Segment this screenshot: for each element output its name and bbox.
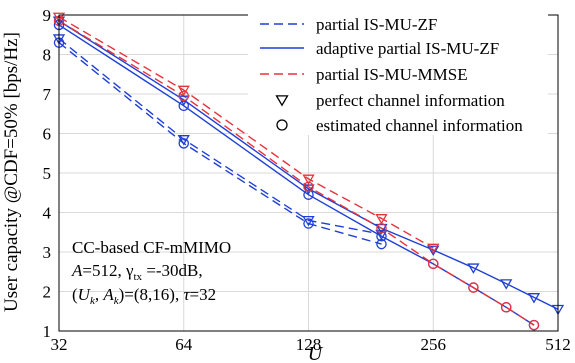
legend-circle-marker <box>276 119 288 131</box>
data-point-triangle <box>527 293 541 304</box>
x-tick-label: 512 <box>545 335 571 354</box>
legend-label: partial IS-MU-ZF <box>316 15 437 34</box>
x-tick-label: 64 <box>175 335 193 354</box>
legend-label: adaptive partial IS-MU-ZF <box>316 39 499 58</box>
data-point-triangle <box>427 245 440 257</box>
y-tick-label: 8 <box>43 46 52 65</box>
data-point-triangle <box>500 279 513 290</box>
data-point-triangle <box>302 216 315 227</box>
data-point-circle <box>178 100 189 112</box>
x-axis-label: U <box>308 343 324 363</box>
data-point-circle <box>528 319 540 331</box>
legend-label: perfect channel information <box>316 91 505 110</box>
series-line <box>58 20 535 326</box>
y-tick-label: 7 <box>43 85 52 104</box>
data-point-triangle <box>427 243 440 255</box>
annotation-line-3: (Uk, Ak)=(8,16), τ=32 <box>72 285 216 307</box>
legend-label: estimated channel information <box>316 116 523 135</box>
y-tick-label: 5 <box>43 164 52 183</box>
legend-label: partial IS-MU-MMSE <box>316 65 468 84</box>
legend: partial IS-MU-ZF adaptive partial IS-MU-Z… <box>248 4 548 135</box>
y-tick-label: 2 <box>43 283 52 302</box>
y-tick-label: 4 <box>43 204 52 223</box>
data-point-circle <box>303 181 314 193</box>
series-layer <box>58 16 559 326</box>
data-point-triangle <box>302 184 315 195</box>
data-point-circle <box>376 238 387 250</box>
y-tick-label: 3 <box>43 243 52 262</box>
data-point-triangle <box>375 229 388 241</box>
data-point-triangle <box>375 214 388 225</box>
data-point-triangle <box>375 223 388 235</box>
legend-triangle-marker <box>275 95 289 107</box>
data-point-circle <box>303 189 314 200</box>
series-line <box>58 16 434 249</box>
y-tick-label: 1 <box>43 322 52 341</box>
series-line <box>58 20 559 310</box>
tick-labels: 32 64 128 256 512 1 2 3 4 5 6 7 8 9 <box>43 6 571 354</box>
data-point-circle <box>303 218 314 229</box>
data-point-circle <box>427 258 439 270</box>
data-point-triangle <box>302 174 315 185</box>
annotation-line-2: A=512, γtx =-30dB, <box>71 261 203 283</box>
data-point-triangle <box>467 263 480 274</box>
x-tick-label: 256 <box>421 335 447 354</box>
y-tick-label: 9 <box>43 6 52 25</box>
data-point-circle <box>500 302 512 313</box>
legend-background <box>248 4 548 135</box>
x-tick-label: 128 <box>296 335 322 354</box>
data-point-circle <box>376 223 387 234</box>
y-axis-label: User capacity @CDF=50% [bps/Hz] <box>1 32 22 312</box>
data-point-circle <box>468 282 479 293</box>
data-point-circle <box>178 90 189 102</box>
annotation-box: CC-based CF-mMIMO A=512, γtx =-30dB, (Uk… <box>71 238 231 307</box>
data-point-circle <box>376 230 387 242</box>
y-tick-label: 6 <box>43 125 52 144</box>
x-tick-label: 32 <box>51 335 68 354</box>
data-point-triangle <box>177 85 190 97</box>
annotation-line-1: CC-based CF-mMIMO <box>72 238 231 257</box>
data-point-circle <box>178 138 189 149</box>
